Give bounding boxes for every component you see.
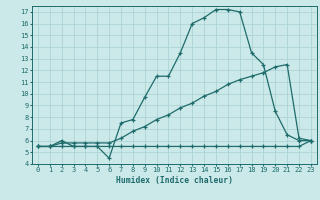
X-axis label: Humidex (Indice chaleur): Humidex (Indice chaleur) [116, 176, 233, 185]
